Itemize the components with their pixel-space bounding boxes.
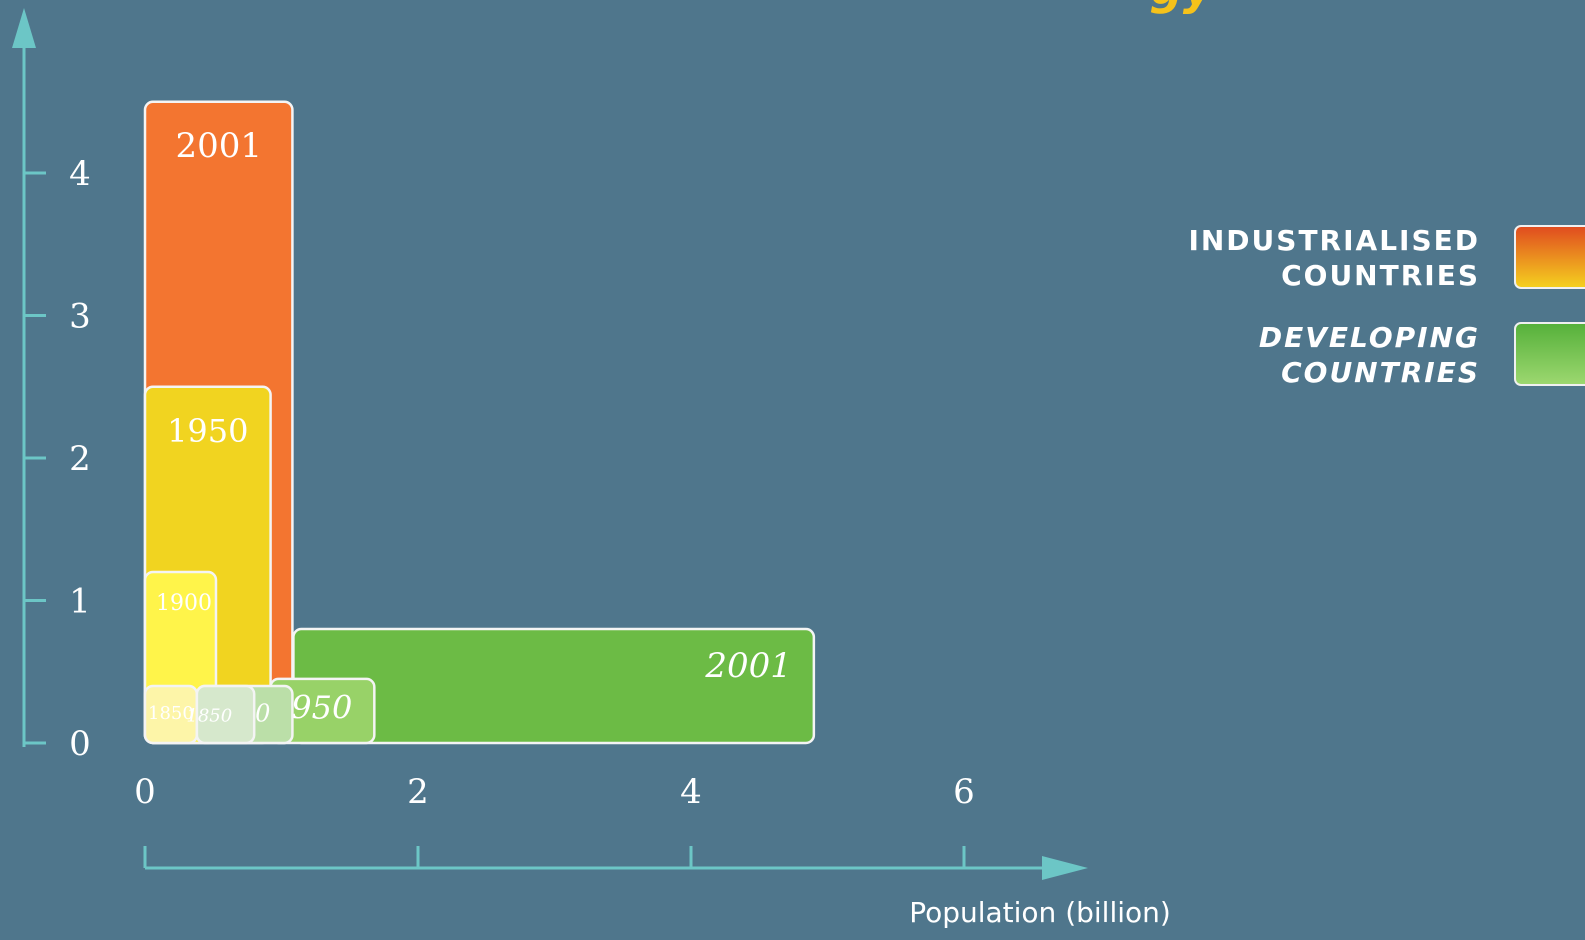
x-tick-label-4: 4 [680, 772, 702, 812]
y-axis-arrow [12, 8, 36, 48]
legend-industrialised-line2: COUNTRIES [1281, 259, 1480, 292]
y-tick-label-3: 3 [69, 297, 91, 337]
y-tick-label-0: 0 [69, 724, 91, 764]
legend-swatch-industrialised [1514, 225, 1585, 289]
legend-industrialised-line1: INDUSTRIALISED [1188, 224, 1480, 257]
bar-developing-1850 [195, 684, 256, 745]
x-tick-label-6: 6 [953, 772, 975, 812]
x-axis-label: Population (billion) [909, 896, 1171, 929]
bar-label-developing-1850: 1850 [186, 705, 232, 726]
bar-label-industrialised-2001: 2001 [175, 126, 262, 166]
x-tick-label-2: 2 [407, 772, 429, 812]
y-tick-label-1: 1 [69, 582, 91, 622]
legend-developing-line2: COUNTRIES [1281, 356, 1480, 389]
x-tick-label-0: 0 [134, 772, 156, 812]
x-axis-arrow [1042, 856, 1088, 880]
y-tick-label-4: 4 [69, 154, 91, 194]
bar-label-industrialised-1950: 1950 [167, 412, 248, 450]
bars: 20011950190018502001195019001850 [143, 100, 816, 745]
x-axis: 0 2 4 6 Population (billion) [134, 772, 1171, 929]
legend-developing-line1: DEVELOPING [1259, 321, 1480, 354]
x-ticks: 0 2 4 6 [134, 772, 975, 868]
bar-label-developing-2001: 2001 [704, 646, 792, 686]
bar-label-industrialised-1850: 1850 [148, 703, 194, 724]
y-tick-label-2: 2 [69, 439, 91, 479]
bar-label-industrialised-1900: 1900 [156, 591, 212, 616]
y-axis: 0 1 2 3 4 [12, 8, 91, 764]
chart-title-fragment: gy [1150, 0, 1215, 15]
legend: INDUSTRIALISED COUNTRIES DEVELOPING COUN… [1188, 224, 1585, 389]
legend-swatch-developing [1514, 322, 1585, 386]
y-ticks: 0 1 2 3 4 [24, 154, 91, 764]
